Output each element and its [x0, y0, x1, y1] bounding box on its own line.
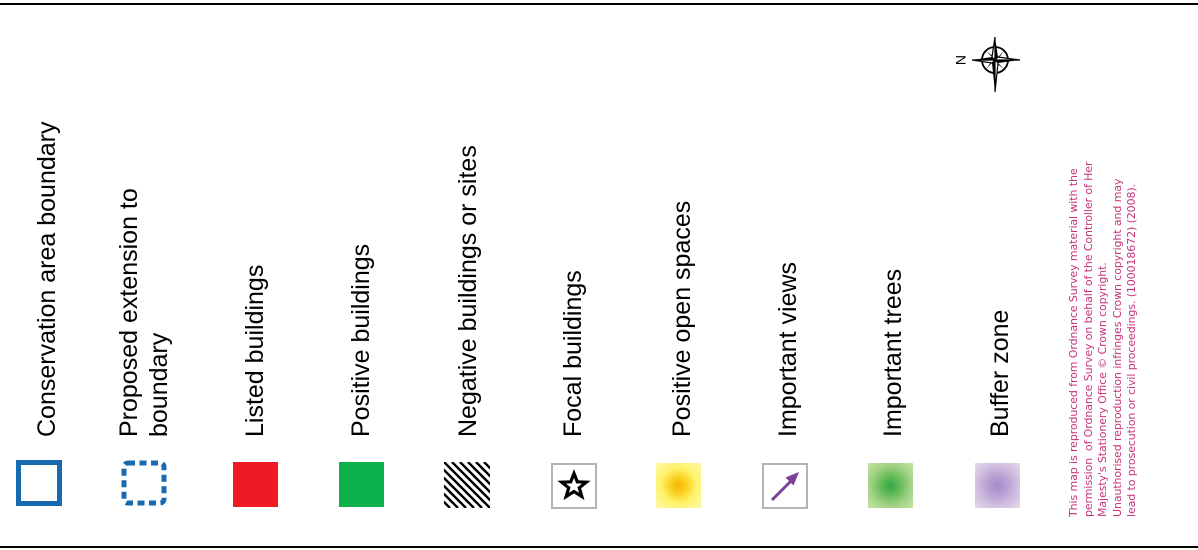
star-icon — [551, 463, 597, 509]
legend-label-listed-buildings: Listed buildings — [241, 264, 269, 437]
legend-label-focal-buildings: Focal buildings — [559, 270, 587, 437]
purple-glow-icon — [975, 463, 1020, 508]
top-frame-line — [0, 3, 1198, 5]
legend-label-important-trees: Important trees — [879, 268, 907, 437]
red-square-icon — [233, 462, 278, 507]
dashed-outline-square-icon — [121, 460, 167, 506]
solid-outline-square-icon — [16, 460, 62, 506]
yellow-glow-icon — [656, 463, 701, 508]
legend-label-proposed-extension: Proposed extension to boundary — [115, 188, 173, 437]
arrow-icon — [762, 463, 808, 509]
legend-label-positive-buildings: Positive buildings — [347, 243, 375, 437]
compass-north-letter: N — [953, 55, 969, 65]
legend-label-important-views: Important views — [774, 261, 802, 437]
legend-label-positive-open-spaces: Positive open spaces — [668, 200, 696, 437]
copyright-notice: This map is reproduced from Ordnance Sur… — [1067, 161, 1138, 517]
legend-label-buffer-zone: Buffer zone — [986, 309, 1014, 437]
green-glow-icon — [868, 463, 913, 508]
legend-label-conservation-boundary: Conservation area boundary — [33, 121, 61, 437]
green-square-icon — [339, 462, 384, 507]
compass-rose-icon: N — [953, 36, 1021, 93]
legend-label-negative-buildings: Negative buildings or sites — [454, 145, 482, 437]
hatched-square-icon — [444, 462, 490, 508]
bottom-frame-line — [0, 546, 1198, 548]
